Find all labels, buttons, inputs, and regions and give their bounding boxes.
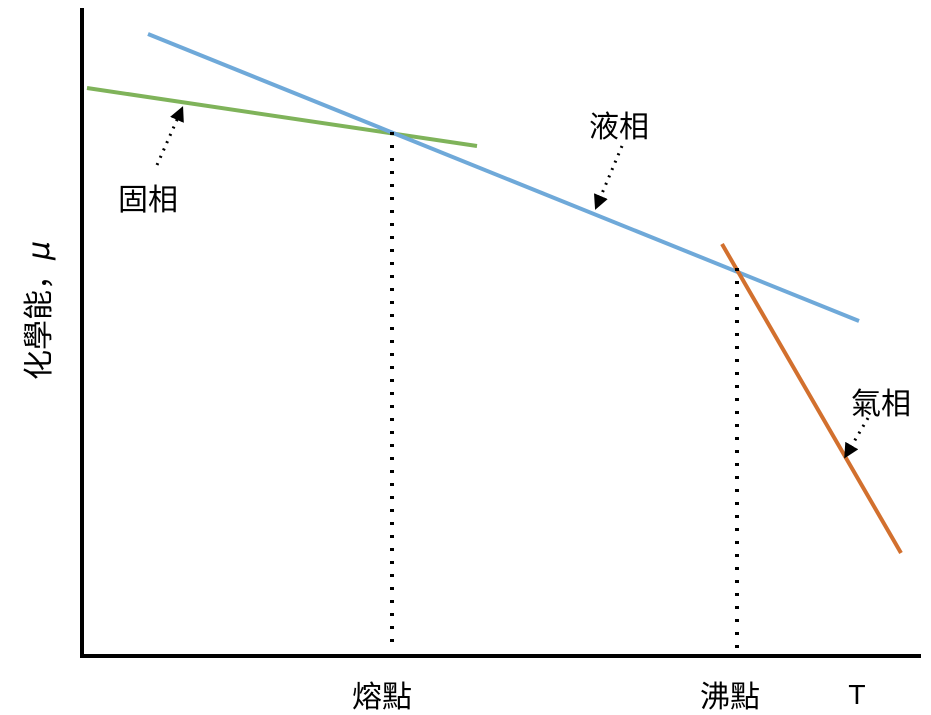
- liquid-phase-line: [147, 32, 860, 323]
- gas-phase-label: 氣相: [851, 387, 911, 422]
- boiling-point-label: 沸點: [700, 680, 760, 715]
- y-axis-label-text: 化學能，: [22, 260, 57, 380]
- liquid-phase-label: 液相: [589, 110, 649, 145]
- y-axis-label: 化學能，μ: [22, 241, 57, 380]
- gas-phase-line: [720, 242, 903, 555]
- melting-point-label: 熔點: [352, 680, 412, 715]
- gas-pointer-arrow: [844, 417, 870, 459]
- y-axis-symbol: μ: [22, 241, 57, 261]
- solid-phase-label: 固相: [118, 183, 178, 218]
- solid-phase-line: [86, 86, 478, 148]
- x-axis-label: T: [848, 681, 865, 711]
- liquid-pointer-arrow: [593, 145, 624, 210]
- solid-pointer-arrow: [155, 106, 184, 166]
